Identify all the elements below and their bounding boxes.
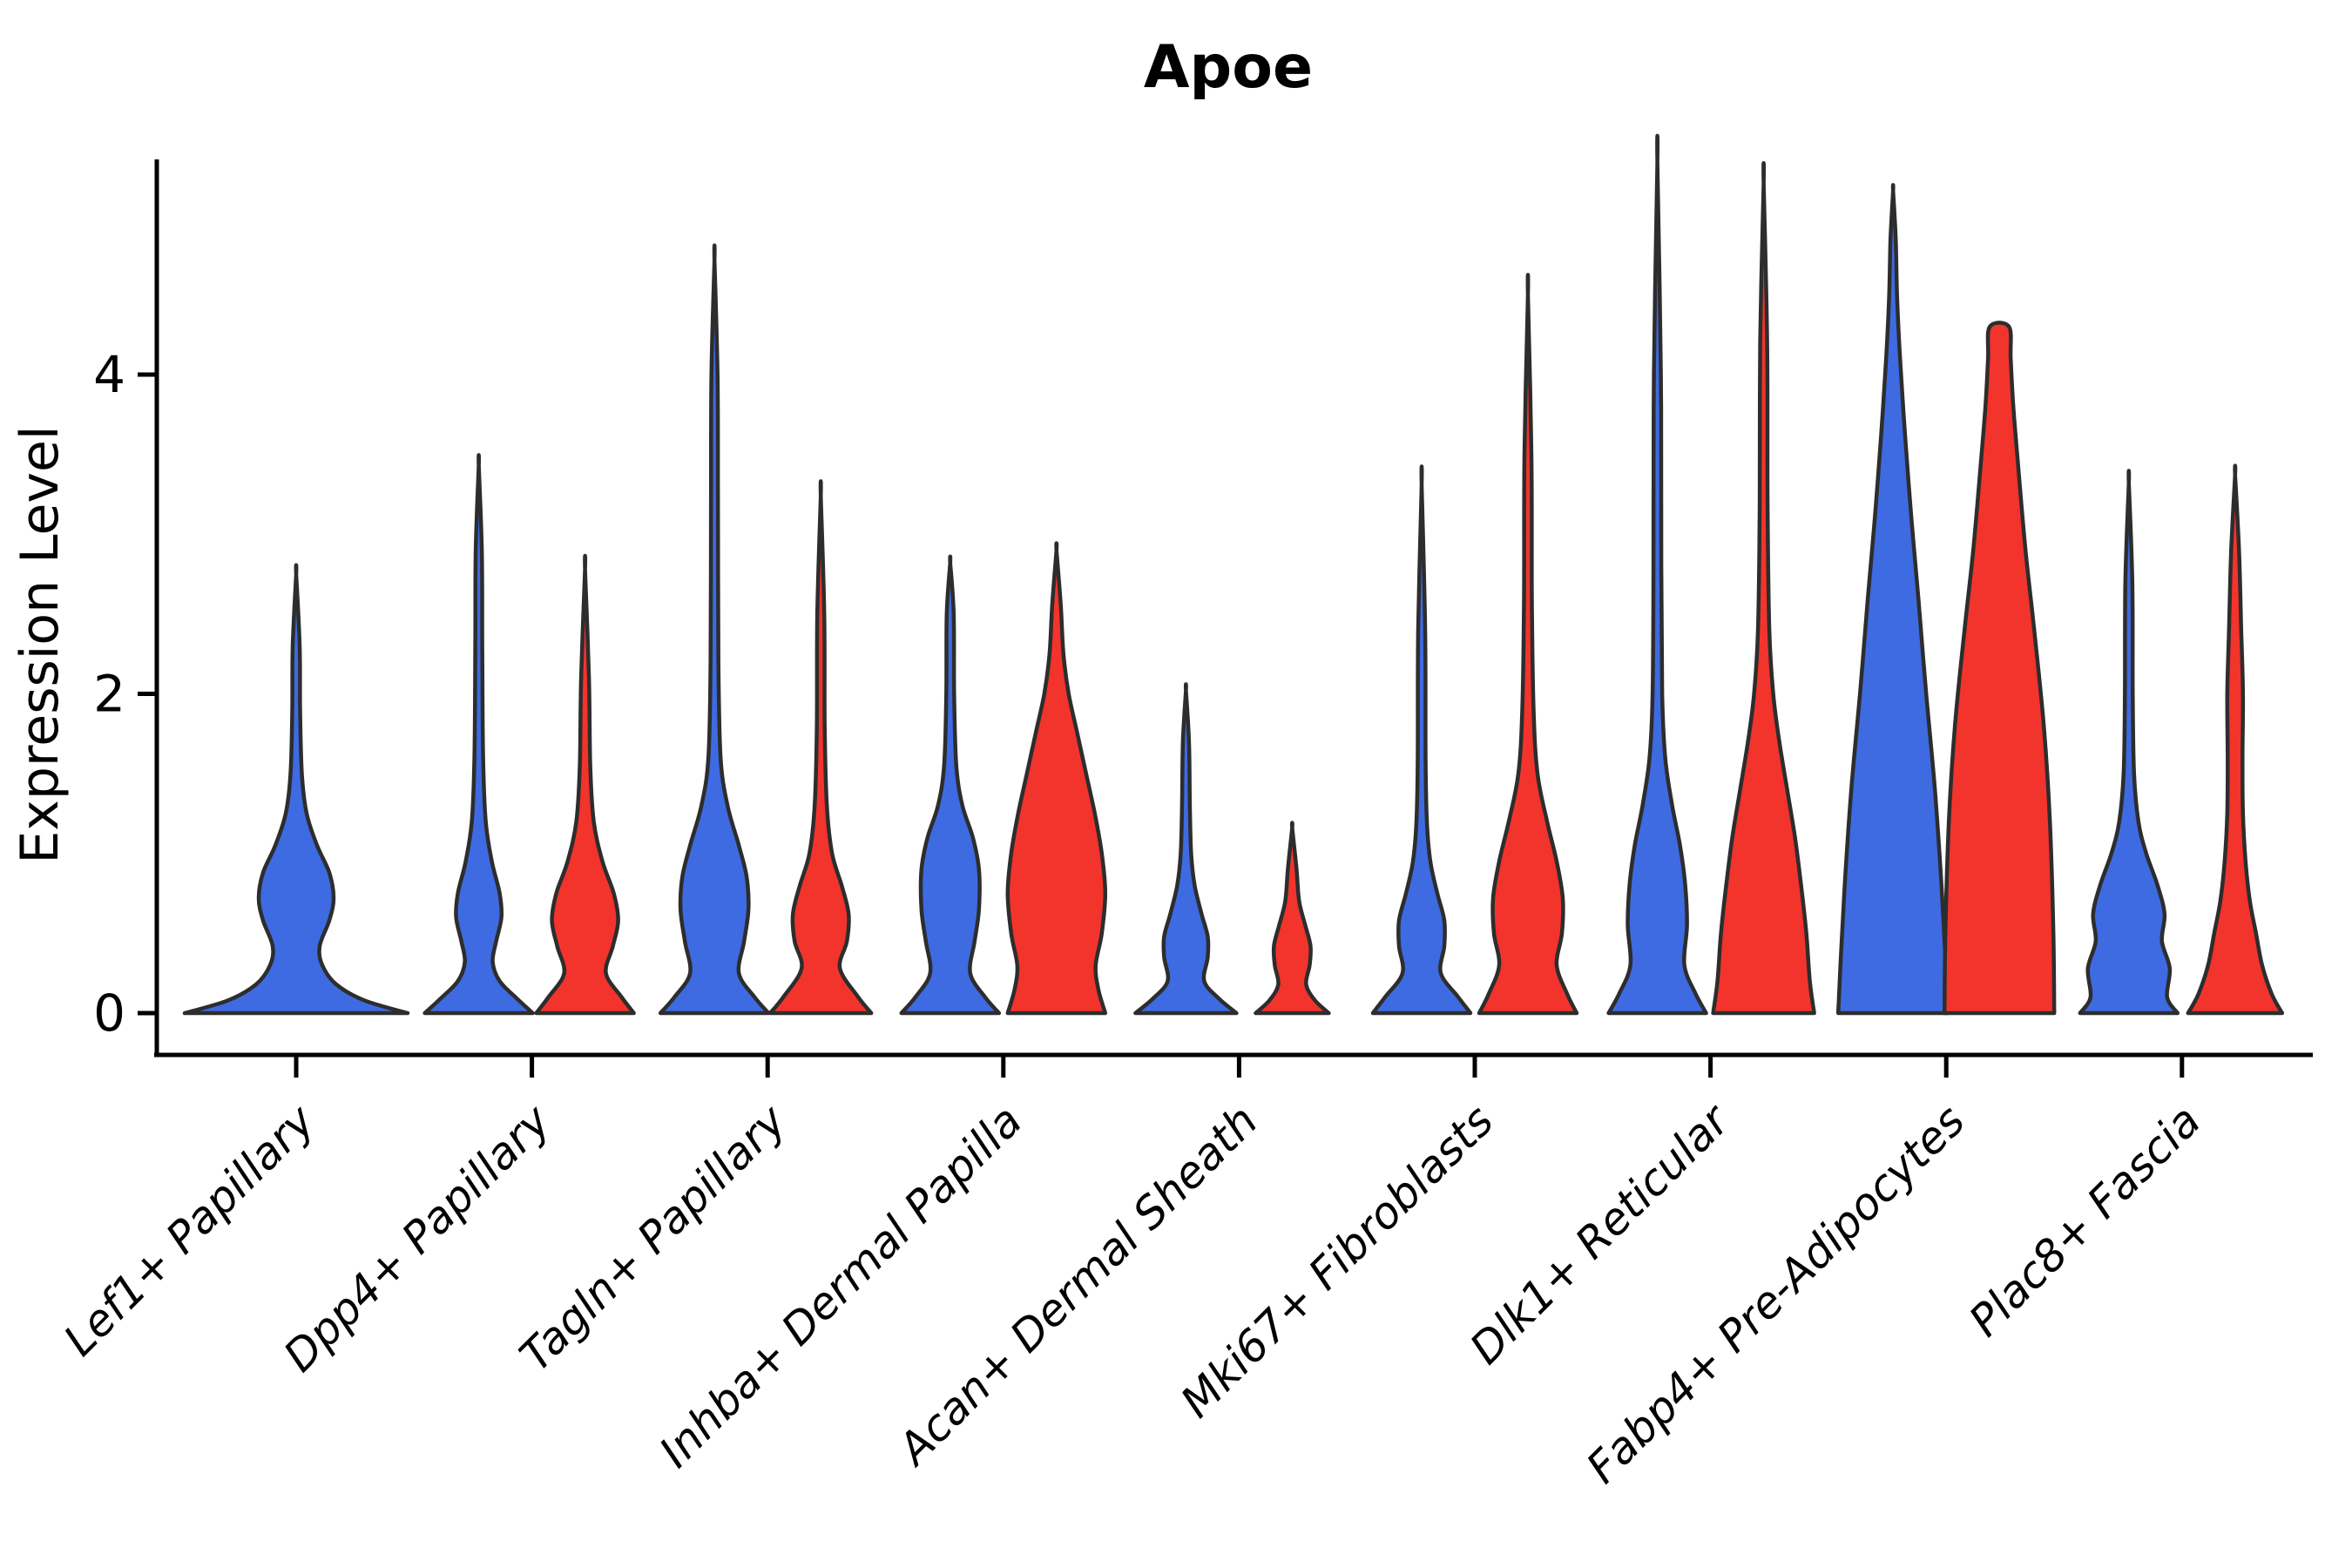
violin-blue-3 [899, 554, 1002, 1016]
violin-blue-8 [2078, 469, 2180, 1016]
violin-blue-5 [1370, 464, 1473, 1016]
violin-blue-4 [1133, 682, 1239, 1016]
violin-red-7 [1942, 321, 2057, 1016]
violin-red-4 [1254, 821, 1331, 1016]
violin-blue-2 [658, 243, 771, 1016]
y-axis-label: Expression Level [10, 425, 71, 863]
x-tick-label-0: Lef1+ Papillary [54, 1094, 325, 1365]
x-tick-label-7: Fabp4+ Pre-Adipocytes [1577, 1095, 1975, 1493]
y-ticks-group: 0 2 4 [93, 345, 157, 1043]
violin-red-5 [1477, 273, 1579, 1016]
x-tick-label-8: Plac8+ Fascia [1959, 1095, 2210, 1346]
y-tick-label: 2 [93, 665, 125, 724]
violin-red-3 [1005, 541, 1108, 1016]
violin-blue-6 [1606, 133, 1708, 1016]
violin-blue-7 [1835, 183, 1950, 1016]
violin-blue-1 [422, 453, 535, 1016]
violin-red-1 [534, 553, 636, 1016]
x-tick-label-6: Dlk1+ Reticular [1460, 1093, 1740, 1374]
y-tick-label: 0 [93, 983, 125, 1043]
violin-red-2 [767, 479, 874, 1016]
violin-red-6 [1711, 160, 1816, 1016]
chart-title: Apoe [1144, 33, 1313, 102]
violin-blue-0 [182, 563, 410, 1016]
violins-layer [182, 133, 2285, 1016]
violin-red-8 [2186, 463, 2285, 1016]
y-tick-label: 4 [93, 345, 125, 404]
